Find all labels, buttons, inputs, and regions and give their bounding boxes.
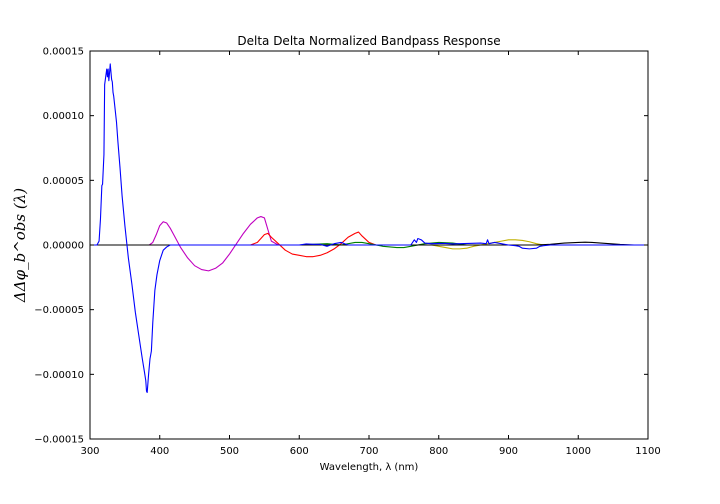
- x-tick-label: 700: [359, 446, 378, 457]
- series-line-3: [90, 239, 648, 250]
- x-axis-label: Wavelength, λ (nm): [320, 462, 419, 473]
- axis-ticks: 300 400 500 600 700 800 900 1000 1100 −0.00015 −0.…: [34, 47, 660, 458]
- x-tick-label: 500: [220, 446, 239, 457]
- y-tick-label: −0.00015: [34, 435, 84, 446]
- x-tick-label: 1000: [566, 446, 591, 457]
- series-line-2: [90, 241, 648, 249]
- y-tick-label: 0.00010: [43, 111, 84, 122]
- x-tick-label: 400: [150, 446, 169, 457]
- y-tick-label: 0.00005: [43, 176, 84, 187]
- y-axis-label: ΔΔφ_b^obs (λ): [11, 188, 29, 303]
- y-tick-label: −0.00005: [34, 305, 84, 316]
- x-tick-label: 800: [429, 446, 448, 457]
- x-tick-label: 1100: [635, 446, 660, 457]
- chart-title: Delta Delta Normalized Bandpass Response: [237, 34, 500, 48]
- series-layer: [90, 63, 648, 393]
- y-tick-label: −0.00010: [34, 370, 84, 381]
- y-tick-label: 0.00015: [43, 47, 84, 58]
- x-tick-label: 900: [499, 446, 518, 457]
- x-tick-label: 600: [290, 446, 309, 457]
- series-line-0: [90, 216, 648, 272]
- x-tick-label: 300: [80, 446, 99, 457]
- y-tick-label: 0.00000: [43, 241, 84, 252]
- series-line-1: [90, 231, 648, 258]
- series-line-5: [90, 63, 648, 393]
